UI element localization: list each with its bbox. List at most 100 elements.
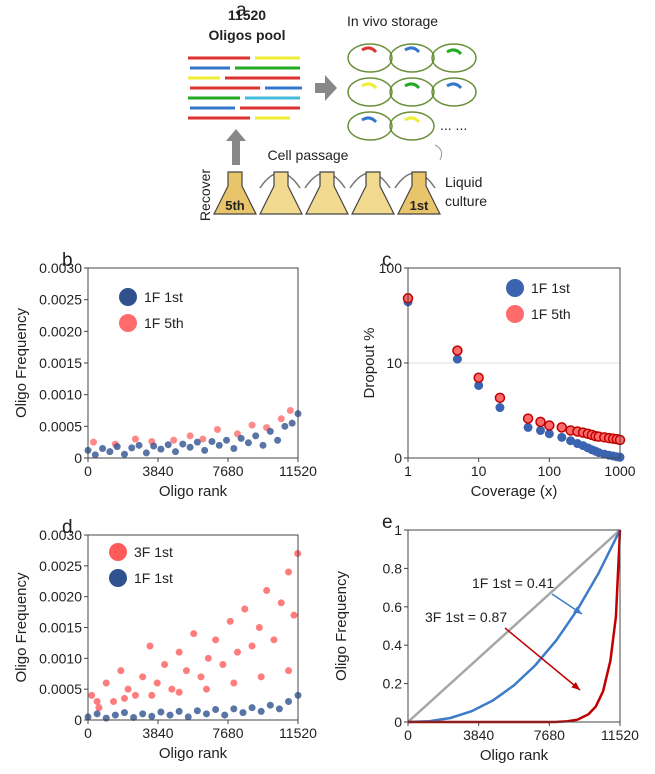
point: [193, 707, 201, 715]
x-tick-label: 11520: [279, 725, 317, 741]
point: [182, 667, 190, 675]
x-tick-label: 11520: [279, 463, 317, 479]
arrow-head: [573, 606, 582, 614]
point: [204, 654, 212, 662]
legend-swatch: [109, 543, 127, 561]
point: [219, 661, 227, 668]
y-tick-label: 10: [386, 355, 402, 371]
legend-swatch: [119, 288, 137, 306]
pool-count: 11520: [228, 7, 266, 23]
point: [179, 440, 187, 448]
legend-swatch: [506, 279, 524, 297]
point: [161, 661, 169, 668]
point: [223, 436, 231, 444]
point: [120, 694, 128, 702]
point: [88, 691, 96, 699]
point: [124, 685, 132, 693]
point: [285, 698, 293, 705]
point: [184, 713, 192, 721]
y-tick-label: 0: [74, 450, 82, 466]
point: [164, 441, 172, 449]
y-tick-label: 0.6: [383, 599, 403, 615]
x-tick-label: 11520: [601, 727, 639, 743]
y-tick-label: 0.0010: [39, 387, 82, 403]
point: [522, 413, 534, 424]
panel-letter: a: [236, 0, 247, 21]
legend-label: 1F 5th: [531, 306, 571, 322]
point: [290, 611, 298, 619]
x-tick-label: 7680: [212, 463, 243, 479]
point: [139, 710, 147, 718]
x-tick-label: 0: [404, 727, 412, 743]
point: [230, 705, 238, 713]
point: [523, 422, 533, 432]
point: [544, 420, 555, 431]
point: [257, 707, 265, 715]
point: [248, 642, 256, 650]
point: [150, 442, 158, 450]
oligos: [188, 56, 302, 120]
panel-letter: d: [62, 517, 73, 538]
point: [535, 416, 546, 428]
y-tick-label: 1: [394, 522, 402, 538]
point: [166, 711, 174, 719]
point: [285, 667, 293, 675]
annotation-arrow: [504, 627, 581, 691]
legend-swatch: [119, 314, 137, 332]
y-axis-title: Oligo Frequency: [13, 307, 30, 418]
legend-label: 1F 1st: [134, 570, 173, 586]
brace: [434, 144, 443, 161]
y-tick-label: 0.0025: [39, 558, 82, 574]
annotation: 1F 1st = 0.41: [472, 575, 554, 591]
point: [230, 445, 238, 452]
point: [452, 354, 462, 364]
point: [202, 710, 210, 718]
point: [142, 449, 150, 457]
point: [93, 710, 101, 718]
y-tick-label: 0.0010: [39, 650, 82, 666]
point: [89, 438, 97, 446]
point: [106, 448, 114, 456]
y-tick-label: 0: [394, 714, 402, 730]
point: [281, 422, 289, 430]
y-tick-label: 0.0015: [39, 355, 82, 371]
point: [557, 432, 567, 442]
point: [117, 667, 125, 675]
flasks: [213, 171, 441, 215]
point: [146, 642, 154, 650]
point: [172, 448, 179, 456]
point: [157, 445, 165, 453]
y-tick-label: 0.0030: [39, 260, 82, 276]
legend-label: 1F 1st: [531, 280, 570, 296]
point: [131, 435, 139, 443]
plot-frame: [407, 267, 621, 459]
x-tick-label: 1: [404, 463, 412, 479]
legend-swatch: [506, 305, 524, 323]
point: [202, 685, 210, 693]
point: [252, 432, 260, 440]
point: [208, 438, 216, 446]
point: [131, 691, 139, 699]
plot-frame: [87, 267, 299, 459]
point: [102, 714, 110, 722]
flask-label: 5th: [225, 198, 245, 213]
y-tick-label: 0.0020: [39, 323, 82, 339]
point: [257, 673, 265, 681]
point: [286, 407, 294, 414]
point: [153, 679, 161, 687]
point: [130, 714, 138, 722]
culture-label: culture: [445, 193, 487, 209]
passage-label: Cell passage: [268, 147, 349, 163]
y-axis-title: Dropout %: [361, 328, 378, 399]
point: [239, 709, 247, 717]
plot-frame: [87, 534, 299, 721]
x-tick-label: 3840: [463, 727, 494, 743]
panel-letter: e: [382, 512, 393, 533]
x-tick-label: 10: [471, 463, 487, 479]
point: [186, 443, 194, 451]
point: [474, 380, 484, 390]
point: [244, 439, 252, 447]
ellipsis: ... ...: [440, 117, 467, 133]
y-axis-title: Oligo Frequency: [333, 570, 350, 681]
